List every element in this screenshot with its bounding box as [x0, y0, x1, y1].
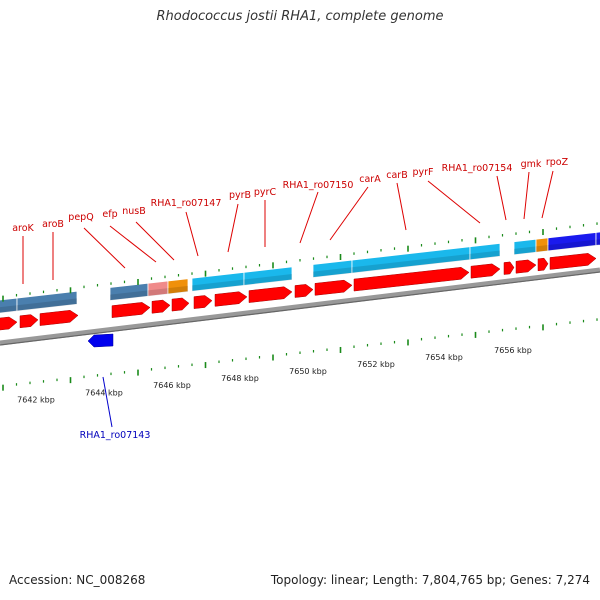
cog-segment-shade — [470, 250, 500, 260]
cog-segment-shade — [514, 246, 536, 255]
leader-line — [396, 182, 407, 231]
gene-label: gmk — [521, 159, 542, 170]
forward-gene-arrow — [151, 299, 171, 314]
gene-label: pepQ — [68, 212, 93, 223]
gene-label: aroB — [42, 219, 64, 230]
genome-backbone — [0, 267, 600, 346]
leader-line — [135, 221, 175, 261]
cog-category-bars — [0, 231, 600, 314]
cog-segment — [469, 242, 501, 261]
forward-gene-arrow — [503, 261, 515, 275]
cog-segment-shade — [0, 305, 17, 313]
forward-gene-arrow — [537, 257, 549, 272]
cog-segment-shade — [168, 285, 188, 294]
forward-gene-arrow — [353, 267, 470, 292]
leader-line — [109, 225, 157, 263]
accession-text: Accession: NC_008268 — [9, 573, 146, 587]
forward-gene-arrow — [39, 310, 79, 326]
gene-label: RHA1_ro07150 — [283, 180, 354, 191]
scale-label: 7652 kbp — [357, 360, 395, 369]
scale-label: 7650 kbp — [289, 367, 327, 376]
gene-label: carB — [386, 170, 407, 181]
forward-gene-arrow — [515, 259, 537, 274]
leader-line — [329, 186, 369, 241]
backbone-shadow — [0, 271, 600, 346]
cog-segment — [243, 266, 293, 286]
reverse-gene-arrow — [87, 333, 114, 348]
scale-label: 7654 kbp — [425, 353, 463, 362]
gene-label-reverse: RHA1_ro07143 — [80, 430, 151, 441]
gene-label: nusB — [122, 206, 146, 217]
cog-segment-shade — [192, 279, 244, 292]
gene-label: efp — [102, 209, 117, 220]
cog-segment — [595, 231, 600, 246]
gene-labels: aroK aroB pepQ efp nusB RHA1_ro07147 pyrB pyrC R… — [12, 157, 568, 441]
genome-summary-text: Topology: linear; Length: 7,804,765 bp; … — [270, 573, 590, 587]
leader-line — [227, 203, 239, 253]
scale-ticks: 7642 kbp 7644 kbp 7646 kbp 7648 kbp 7650 kbp… — [2, 222, 598, 404]
forward-gene-arrow — [19, 314, 39, 329]
leader-line — [299, 191, 319, 244]
leader-line — [541, 170, 554, 219]
gene-label: pyrF — [412, 167, 433, 178]
cog-segment-shade — [148, 288, 168, 297]
label-leaders — [22, 170, 554, 428]
forward-gene-arrow — [549, 253, 597, 270]
cog-segment-shade — [548, 239, 596, 251]
cog-segment-shade — [313, 267, 352, 278]
scale-label: 7644 kbp — [85, 388, 123, 397]
leader-line — [185, 211, 199, 257]
leader-line — [523, 171, 530, 220]
gene-label: RHA1_ro07154 — [442, 163, 513, 174]
forward-gene-arrow — [294, 284, 314, 298]
gene-label: pyrC — [254, 187, 277, 198]
cog-segment-shade — [536, 245, 548, 253]
leader-line — [427, 180, 481, 224]
leader-line — [83, 227, 126, 269]
forward-gene-arrow — [193, 295, 213, 309]
gene-label: aroK — [12, 223, 34, 234]
map-title: Rhodococcus jostii RHA1, complete genome — [156, 9, 444, 24]
gene-label: RHA1_ro07147 — [151, 198, 222, 209]
cog-segment — [167, 278, 189, 295]
backbone-line — [0, 267, 600, 346]
gene-label: carA — [359, 174, 381, 185]
forward-gene-arrow — [214, 291, 248, 307]
cog-segment-shade — [596, 239, 600, 246]
forward-gene-arrow — [171, 297, 190, 312]
forward-gene-arrow — [0, 316, 18, 331]
forward-gene-arrow — [111, 302, 151, 318]
cog-segment-shade — [17, 298, 77, 312]
scale-label: 7648 kbp — [221, 374, 259, 383]
leader-line — [496, 175, 507, 221]
scale-label: 7646 kbp — [153, 381, 191, 390]
gene-label: rpoZ — [546, 157, 569, 168]
leader-line-reverse — [102, 376, 113, 428]
cog-segment — [16, 290, 78, 312]
gene-label: pyrB — [229, 190, 251, 201]
cog-segment-shade — [244, 274, 292, 286]
forward-gene-arrow — [470, 263, 501, 279]
forward-gene-arrow — [314, 279, 353, 296]
gene-arrows — [0, 253, 597, 348]
forward-gene-arrow — [248, 286, 293, 303]
scale-label: 7656 kbp — [494, 346, 532, 355]
cog-segment-shade — [110, 290, 148, 301]
scale-label: 7642 kbp — [17, 395, 55, 404]
cog-segment-shade — [352, 253, 470, 274]
